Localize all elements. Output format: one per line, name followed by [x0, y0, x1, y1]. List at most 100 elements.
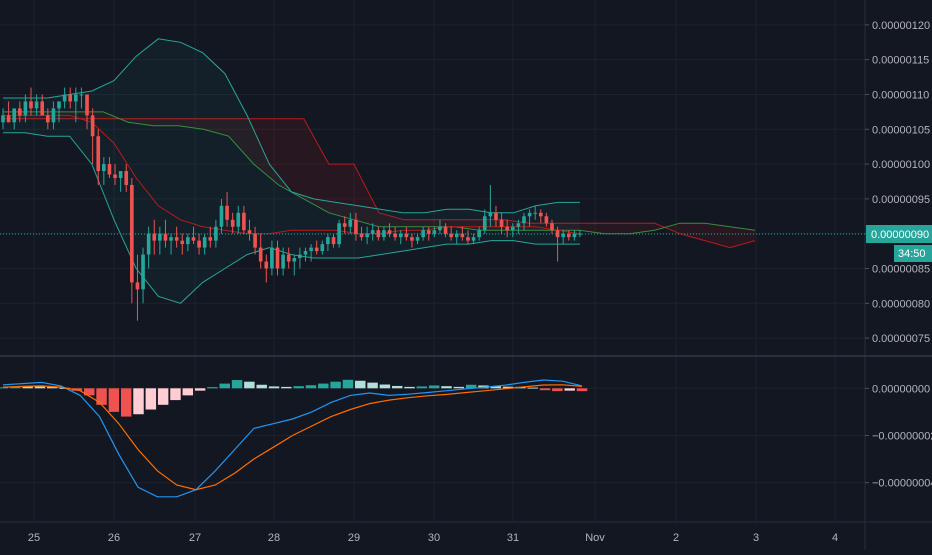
- candle-body[interactable]: [158, 233, 162, 241]
- candle-body[interactable]: [191, 237, 196, 241]
- candle-body[interactable]: [415, 237, 420, 241]
- candle-body[interactable]: [499, 219, 504, 227]
- candle-body[interactable]: [270, 247, 274, 269]
- candle-body[interactable]: [57, 101, 61, 109]
- candle-body[interactable]: [298, 254, 302, 259]
- candle-body[interactable]: [174, 237, 179, 241]
- candle-body[interactable]: [359, 233, 364, 238]
- candle-body[interactable]: [522, 216, 526, 224]
- candle-body[interactable]: [247, 230, 252, 234]
- candle-body[interactable]: [410, 237, 414, 241]
- candle-body[interactable]: [382, 230, 386, 238]
- macd-axis[interactable]: 0.00000000 −0.00000002 −0.00000004: [865, 383, 932, 490]
- candle-body[interactable]: [74, 94, 78, 102]
- candle-body[interactable]: [102, 164, 106, 172]
- candle-body[interactable]: [242, 212, 246, 231]
- candle-body[interactable]: [393, 233, 397, 238]
- candle-body[interactable]: [202, 237, 207, 248]
- candle-body[interactable]: [555, 230, 560, 238]
- candle-body[interactable]: [1, 115, 5, 123]
- candle-body[interactable]: [163, 233, 168, 241]
- candle-body[interactable]: [34, 101, 39, 109]
- candle-body[interactable]: [281, 254, 285, 269]
- candle-body[interactable]: [275, 247, 280, 269]
- candle-body[interactable]: [113, 174, 117, 178]
- candle-body[interactable]: [466, 237, 470, 241]
- price-axis[interactable]: 0.00000120 0.00000115 0.00000110 0.00000105…: [865, 20, 930, 345]
- candle-body[interactable]: [169, 237, 173, 241]
- candle-body[interactable]: [314, 247, 319, 252]
- time-axis[interactable]: 25 26 27 28 29 30 31 Nov 2 3 4: [28, 532, 838, 544]
- candle-body[interactable]: [404, 233, 409, 238]
- candle-body[interactable]: [135, 282, 140, 290]
- candle-body[interactable]: [264, 261, 269, 269]
- candle-body[interactable]: [454, 233, 459, 238]
- candle-body[interactable]: [214, 226, 218, 241]
- candle-body[interactable]: [365, 233, 369, 238]
- candle-body[interactable]: [96, 136, 101, 172]
- candle-body[interactable]: [186, 237, 190, 245]
- candle-body[interactable]: [29, 101, 33, 109]
- candle-body[interactable]: [527, 212, 532, 217]
- candle-body[interactable]: [432, 230, 437, 234]
- candle-body[interactable]: [482, 216, 487, 231]
- candle-body[interactable]: [45, 115, 50, 123]
- candle-body[interactable]: [219, 205, 224, 227]
- candle-body[interactable]: [449, 233, 453, 238]
- candle-body[interactable]: [208, 237, 213, 241]
- candle-body[interactable]: [62, 94, 67, 102]
- candle-body[interactable]: [180, 240, 185, 245]
- candle-body[interactable]: [460, 233, 465, 238]
- candle-body[interactable]: [141, 254, 145, 290]
- candle-body[interactable]: [107, 164, 112, 175]
- candle-body[interactable]: [320, 244, 325, 252]
- candle-body[interactable]: [225, 205, 229, 220]
- candle-body[interactable]: [533, 212, 538, 214]
- candle-body[interactable]: [303, 251, 308, 255]
- candle-body[interactable]: [85, 94, 89, 116]
- candle-body[interactable]: [370, 230, 375, 234]
- candle-body[interactable]: [152, 233, 157, 241]
- candle-body[interactable]: [292, 258, 297, 262]
- candle-body[interactable]: [342, 223, 347, 227]
- candle-body[interactable]: [387, 230, 392, 234]
- candle-body[interactable]: [118, 171, 123, 178]
- candle-body[interactable]: [146, 233, 151, 255]
- candle-body[interactable]: [197, 240, 201, 248]
- candle-body[interactable]: [471, 237, 476, 241]
- candle-body[interactable]: [505, 226, 509, 231]
- candle-body[interactable]: [488, 212, 493, 217]
- candle-body[interactable]: [438, 226, 442, 231]
- candle-body[interactable]: [550, 223, 554, 231]
- candle-body[interactable]: [17, 108, 22, 116]
- candle-body[interactable]: [494, 212, 498, 220]
- candle-body[interactable]: [544, 216, 549, 224]
- candles[interactable]: [1, 87, 582, 321]
- candle-body[interactable]: [12, 108, 17, 123]
- candle-body[interactable]: [538, 212, 543, 217]
- candle-body[interactable]: [566, 233, 571, 238]
- candle-body[interactable]: [572, 233, 577, 238]
- candle-body[interactable]: [253, 233, 257, 248]
- candle-body[interactable]: [516, 223, 521, 227]
- candle-body[interactable]: [561, 233, 566, 238]
- candle-body[interactable]: [354, 219, 358, 234]
- candle-body[interactable]: [124, 171, 129, 185]
- candle-body[interactable]: [510, 226, 515, 231]
- candle-body[interactable]: [79, 94, 84, 96]
- candle-body[interactable]: [443, 226, 448, 234]
- candle-body[interactable]: [90, 115, 95, 137]
- candle-body[interactable]: [286, 254, 291, 262]
- candle-body[interactable]: [348, 219, 353, 227]
- candle-body[interactable]: [477, 230, 481, 238]
- candle-body[interactable]: [23, 101, 28, 116]
- candle-body[interactable]: [309, 247, 313, 252]
- candle-body[interactable]: [398, 233, 403, 238]
- candle-body[interactable]: [230, 219, 235, 227]
- candle-body[interactable]: [258, 247, 263, 262]
- candle-body[interactable]: [331, 237, 336, 245]
- candle-body[interactable]: [51, 108, 56, 123]
